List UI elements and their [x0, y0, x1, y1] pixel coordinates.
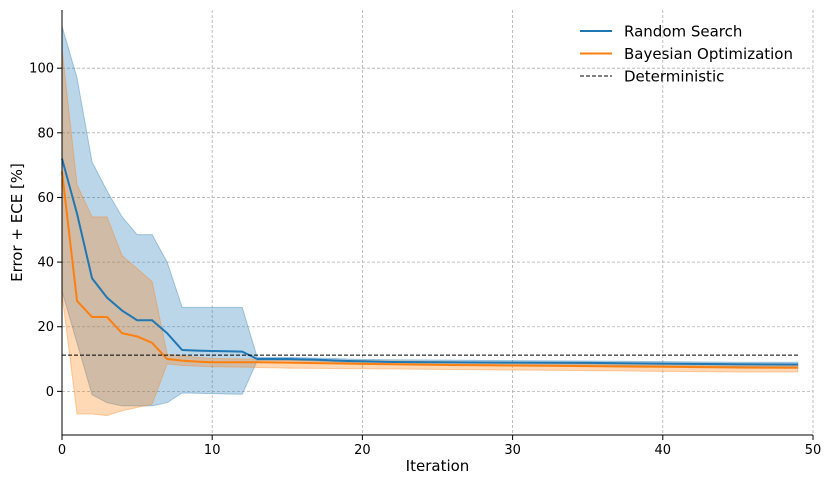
axes — [61, 10, 813, 436]
x-tick-label-30: 30 — [504, 443, 521, 458]
y-tick-label-100: 100 — [29, 62, 54, 77]
y-axis-label: Error + ECE [%] — [8, 163, 26, 282]
grid — [62, 10, 814, 435]
line-bayesian-optimization — [61, 171, 798, 369]
legend-label-random-search: Random Search — [624, 23, 742, 41]
line-random-search — [61, 158, 798, 366]
x-tick-label-0: 0 — [58, 443, 66, 458]
y-tick-label-40: 40 — [37, 256, 54, 271]
y-tick-label-80: 80 — [37, 126, 54, 141]
x-tick-label-40: 40 — [655, 443, 672, 458]
y-tick-label-60: 60 — [37, 191, 54, 206]
y-tick-label-20: 20 — [37, 320, 54, 335]
ticks: 0 10 20 30 40 50 0 20 40 60 80 100 — [29, 62, 821, 458]
x-tick-label-10: 10 — [204, 443, 221, 458]
x-tick-label-20: 20 — [354, 443, 371, 458]
x-axis-label: Iteration — [406, 457, 470, 475]
band-bayesian-optimization — [61, 48, 799, 417]
legend: Random Search Bayesian Optimization Dete… — [580, 23, 793, 86]
y-tick-label-0: 0 — [46, 385, 54, 400]
legend-label-deterministic: Deterministic — [624, 68, 724, 86]
x-tick-label-50: 50 — [805, 443, 822, 458]
legend-label-bayesian-optimization: Bayesian Optimization — [624, 45, 793, 63]
series-lines — [61, 158, 798, 369]
